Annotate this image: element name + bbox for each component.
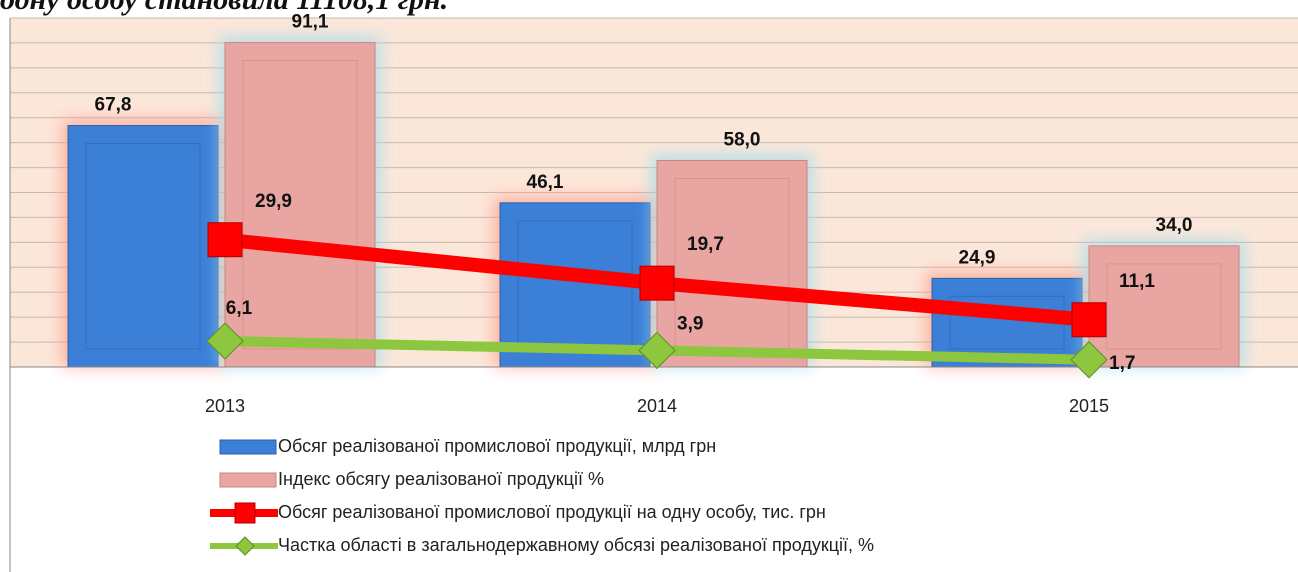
marker	[207, 222, 243, 258]
marker	[639, 265, 675, 301]
legend-label: Індекс обсягу реалізованої продукції %	[278, 469, 604, 489]
marker	[638, 331, 676, 370]
data-label: 3,9	[677, 313, 703, 334]
data-label: 11,1	[1119, 271, 1155, 292]
data-label: 19,7	[687, 234, 724, 255]
legend-label: Обсяг реалізованої промислової продукції…	[278, 502, 826, 522]
data-label: 91,1	[292, 12, 329, 33]
bar	[1088, 245, 1240, 368]
bar	[67, 125, 219, 368]
legend-marker	[234, 502, 256, 524]
data-label: 29,9	[255, 191, 292, 212]
legend-swatch	[219, 472, 277, 488]
bar-bevel	[85, 143, 201, 350]
data-label: 6,1	[226, 298, 253, 319]
marker	[206, 322, 244, 360]
bar-bevel	[242, 60, 358, 350]
x-tick-label: 2015	[1069, 396, 1109, 416]
data-label: 1,7	[1109, 353, 1135, 374]
data-label: 24,9	[959, 247, 996, 268]
data-label: 67,8	[95, 95, 132, 116]
bar-bevel	[1106, 263, 1222, 350]
x-tick-label: 2014	[637, 396, 677, 416]
marker	[1070, 341, 1108, 379]
legend-swatch	[219, 439, 277, 455]
data-label: 34,0	[1156, 215, 1193, 236]
bar	[656, 159, 808, 368]
legend-label: Обсяг реалізованої промислової продукції…	[278, 436, 716, 456]
chart-title: одну особу становила 11108,1 грн.	[0, 0, 448, 16]
x-tick-label: 2013	[205, 396, 245, 416]
marker	[1071, 302, 1107, 338]
legend-label: Частка області в загальнодержавному обся…	[278, 535, 874, 555]
data-label: 58,0	[724, 129, 761, 150]
legend-marker	[235, 536, 255, 556]
data-label: 46,1	[527, 172, 564, 193]
